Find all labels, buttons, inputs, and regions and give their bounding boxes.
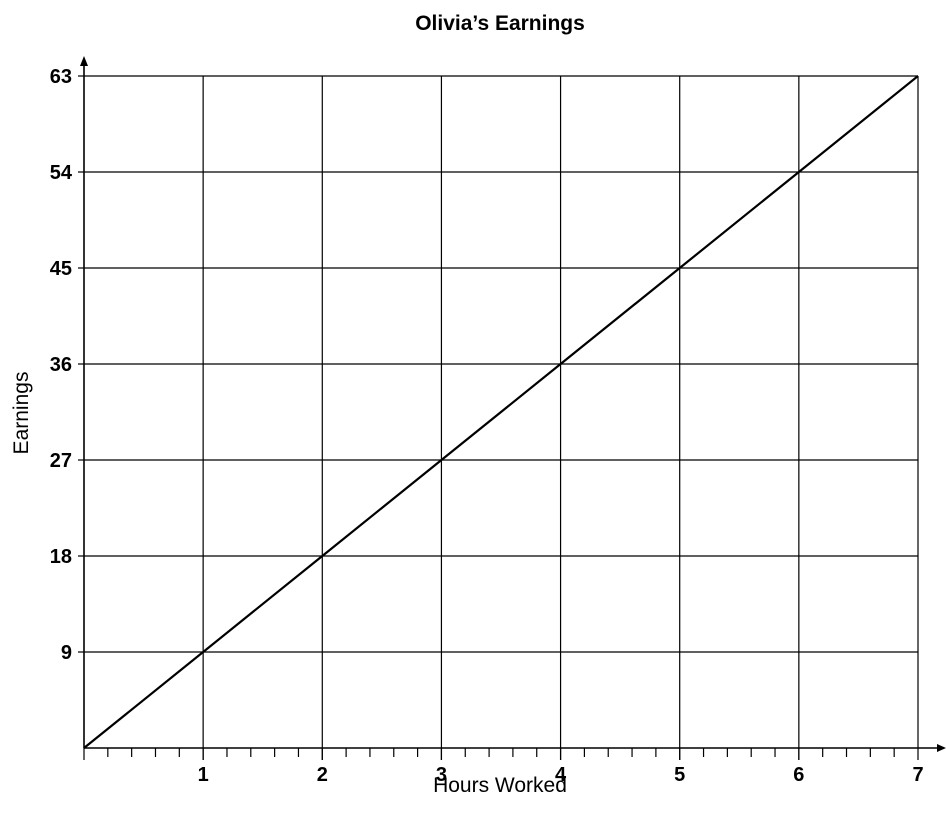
- x-tick-label: 5: [674, 764, 685, 786]
- y-tick-label: 18: [50, 546, 72, 568]
- x-tick-label: 4: [555, 764, 567, 786]
- y-tick-label: 9: [61, 642, 72, 664]
- chart-title: Olivia’s Earnings: [415, 12, 585, 35]
- x-tick-label: 6: [793, 764, 804, 786]
- y-tick-label: 45: [50, 258, 72, 280]
- y-tick-label: 27: [50, 450, 72, 472]
- series-group: [83, 75, 919, 749]
- y-tick-label: 36: [50, 354, 72, 376]
- grid-lines: [84, 75, 919, 748]
- axes: [78, 56, 946, 760]
- x-tick-label: 2: [317, 764, 328, 786]
- y-tick-label: 63: [50, 66, 72, 88]
- x-axis-arrow-icon: [937, 744, 946, 752]
- x-axis-label: Hours Worked: [433, 774, 567, 797]
- x-tick-label: 7: [912, 764, 923, 786]
- x-tick-label: 3: [436, 764, 447, 786]
- y-tick-label: 54: [50, 162, 73, 184]
- x-tick-label: 1: [198, 764, 209, 786]
- y-axis-label: Earnings: [10, 372, 33, 455]
- series-line-0: [83, 75, 919, 749]
- y-axis-arrow-icon: [80, 56, 88, 66]
